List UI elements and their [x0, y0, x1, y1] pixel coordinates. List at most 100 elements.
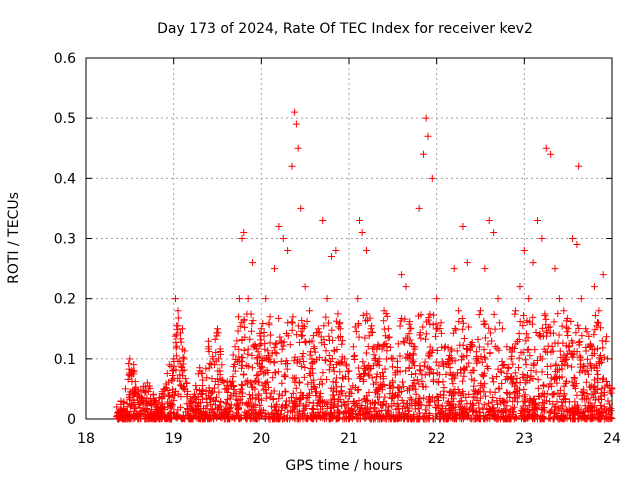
- data-point: [586, 340, 594, 348]
- data-point: [291, 353, 299, 361]
- x-tick-label: 21: [340, 431, 358, 447]
- data-point: [607, 389, 615, 397]
- data-point: [466, 346, 474, 354]
- data-point: [333, 383, 341, 391]
- data-point: [451, 325, 459, 333]
- data-point: [357, 372, 365, 380]
- data-point: [365, 332, 373, 340]
- data-point: [490, 310, 498, 318]
- data-point: [336, 332, 344, 340]
- data-point: [278, 345, 286, 353]
- y-tick-label: 0.5: [54, 111, 76, 127]
- data-point: [338, 374, 346, 382]
- data-point: [526, 352, 534, 360]
- data-point: [575, 324, 583, 332]
- data-point: [576, 352, 584, 360]
- data-point: [579, 362, 587, 370]
- data-point: [306, 307, 314, 315]
- data-point: [278, 339, 286, 347]
- data-point: [420, 362, 428, 370]
- data-point: [441, 415, 449, 423]
- data-point: [244, 401, 252, 409]
- data-point: [248, 351, 256, 359]
- data-point: [574, 409, 582, 417]
- data-point: [544, 342, 552, 350]
- data-point: [516, 379, 524, 387]
- data-point: [593, 345, 601, 353]
- data-point: [324, 400, 332, 408]
- data-point: [363, 247, 371, 255]
- data-point: [459, 341, 467, 349]
- data-point: [472, 348, 480, 356]
- data-point: [256, 401, 264, 409]
- data-point: [386, 384, 394, 392]
- data-point: [435, 362, 443, 370]
- data-point: [381, 365, 389, 373]
- data-point: [553, 412, 561, 420]
- data-point: [124, 375, 132, 383]
- data-point: [247, 378, 255, 386]
- data-point: [452, 415, 460, 423]
- data-point: [550, 376, 558, 384]
- data-point: [540, 381, 548, 389]
- data-point: [363, 364, 371, 372]
- data-point: [439, 394, 447, 402]
- x-tick-label: 24: [603, 431, 621, 447]
- data-point: [425, 352, 433, 360]
- data-point: [256, 329, 264, 337]
- data-point: [236, 322, 244, 330]
- data-point: [363, 397, 371, 405]
- data-point: [574, 321, 582, 329]
- data-point: [249, 410, 257, 418]
- data-point: [568, 378, 576, 386]
- data-point: [598, 396, 606, 404]
- data-point: [451, 403, 459, 411]
- data-point: [507, 374, 515, 382]
- data-point: [582, 378, 590, 386]
- data-point: [512, 307, 520, 315]
- data-point: [558, 322, 566, 330]
- data-point: [573, 391, 581, 399]
- data-point: [526, 376, 534, 384]
- y-tick-label: 0.4: [54, 171, 76, 187]
- data-point: [296, 358, 304, 366]
- data-point: [444, 344, 452, 352]
- data-point: [235, 295, 243, 303]
- data-point: [321, 415, 329, 423]
- data-point: [582, 325, 590, 333]
- data-point: [242, 400, 250, 408]
- data-point: [242, 378, 250, 386]
- data-point: [359, 358, 367, 366]
- data-point: [369, 345, 377, 353]
- data-point: [396, 352, 404, 360]
- data-point: [365, 407, 373, 415]
- data-point: [287, 407, 295, 415]
- data-point: [508, 348, 516, 356]
- data-point: [447, 347, 455, 355]
- data-point: [382, 310, 390, 318]
- data-point: [396, 368, 404, 376]
- data-point: [593, 374, 601, 382]
- data-point: [444, 397, 452, 405]
- data-point: [209, 411, 217, 419]
- data-point: [131, 403, 139, 411]
- data-point: [249, 383, 257, 391]
- data-point: [253, 415, 261, 423]
- data-point: [522, 361, 530, 369]
- data-point: [503, 343, 511, 351]
- data-point: [545, 414, 553, 422]
- data-point: [385, 333, 393, 341]
- data-point: [543, 348, 551, 356]
- data-point: [493, 372, 501, 380]
- data-point: [493, 397, 501, 405]
- data-point: [430, 311, 438, 319]
- data-point: [382, 406, 390, 414]
- data-point: [426, 397, 434, 405]
- data-point: [398, 271, 406, 279]
- data-point: [270, 344, 278, 352]
- data-point: [504, 390, 512, 398]
- data-point: [508, 380, 516, 388]
- data-point: [421, 412, 429, 420]
- data-point: [498, 361, 506, 369]
- data-point: [437, 319, 445, 327]
